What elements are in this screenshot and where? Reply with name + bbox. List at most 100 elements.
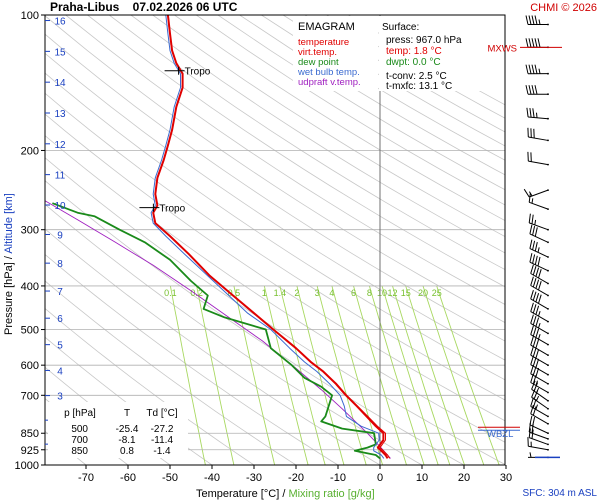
- wind-barb: [530, 364, 549, 385]
- wind-barb-base: [547, 391, 549, 394]
- wind-barb-staff: [530, 322, 549, 334]
- wind-barb-half-feather: [536, 112, 538, 118]
- wind-barb-half-feather: [531, 198, 534, 204]
- wind-barb-feather: [535, 293, 540, 303]
- wind-barb-feather: [532, 266, 537, 276]
- surface-dwpt: dwpt: 0.0 °C: [386, 57, 441, 68]
- mixing-ratio-label: 0.1: [164, 288, 177, 298]
- wind-barb-base: [547, 72, 549, 75]
- mixing-ratio-label: 6: [351, 288, 356, 298]
- wind-barb-feather: [528, 213, 531, 223]
- wind-barb-feather: [532, 304, 537, 314]
- wind-barb-feather: [530, 346, 534, 356]
- wind-barb: [530, 314, 549, 335]
- chart-frame: [44, 14, 506, 466]
- wind-barb: [530, 404, 549, 425]
- table-cell: -25.4: [116, 424, 139, 435]
- wind-barb: [530, 264, 549, 285]
- wind-barb: [529, 415, 549, 435]
- wind-barb: [525, 85, 549, 96]
- mxws-label: MXWS: [487, 43, 517, 54]
- wind-barb-base: [547, 208, 549, 211]
- wind-barb-base: [547, 373, 549, 376]
- wind-barb: [530, 302, 549, 323]
- wind-barb-base: [547, 422, 549, 425]
- wind-barb-base: [547, 399, 549, 402]
- wind-barb-feather: [535, 279, 540, 289]
- x-tick-label: -40: [204, 472, 220, 484]
- table-header-t: T: [124, 408, 130, 419]
- wind-barb-feather: [534, 241, 538, 252]
- wind-barb-base: [547, 354, 549, 356]
- svg-text:Pressure [hPa] / Altitude [km]: Pressure [hPa] / Altitude [km]: [3, 193, 15, 335]
- wind-barb-half-feather: [535, 380, 538, 386]
- wind-barb-staff: [529, 437, 549, 445]
- wind-barb-feather: [534, 227, 538, 237]
- wind-barb-staff: [530, 285, 549, 296]
- wind-barb-feather: [531, 214, 534, 224]
- legend-item-label: temperature: [298, 37, 349, 48]
- wind-barb-feather: [530, 404, 534, 414]
- wind-barb-staff: [530, 373, 549, 385]
- wind-barb-staff: [529, 424, 549, 434]
- mixing-ratio-label: 1.4: [274, 288, 287, 298]
- wind-barb-feather: [530, 325, 534, 335]
- altitude-tick-label: 11: [55, 171, 66, 182]
- wind-barb-base: [547, 256, 549, 258]
- surface-temp: temp: 1.8 °C: [386, 46, 442, 57]
- wind-barb-feather: [531, 64, 535, 74]
- mixing-ratio-label: 0.2: [190, 288, 203, 298]
- dry-adiabat-line: [195, 15, 505, 206]
- wind-barb: [525, 64, 549, 75]
- wbzl-label: WBZL: [487, 429, 513, 440]
- wind-barb-base: [547, 382, 549, 385]
- wind-barb-feather: [531, 85, 535, 95]
- wind-barb: [526, 107, 549, 120]
- wind-barb-staff: [531, 396, 549, 410]
- wind-barb-feather: [532, 240, 536, 250]
- wind-barb: [529, 253, 549, 272]
- wind-barb-base: [547, 282, 549, 285]
- wind-barb-base: [547, 228, 549, 231]
- wind-barb-feather: [530, 397, 534, 407]
- wind-barb-feather: [531, 38, 535, 48]
- wind-barb-feather: [532, 225, 536, 236]
- table-header-p: p [hPa]: [64, 408, 96, 419]
- wind-barb-base: [547, 364, 549, 367]
- x-tick-label: 10: [416, 472, 428, 484]
- wind-barb-staff: [530, 354, 549, 366]
- wind-barb-staff: [530, 364, 549, 376]
- wind-barb-feather: [534, 15, 538, 25]
- mixing-ratio-label: 1: [262, 288, 267, 298]
- wind-barb-half-feather: [536, 387, 540, 394]
- mixing-ratio-axis-title: Mixing ratio [g/kg]: [288, 488, 374, 500]
- wind-barb-staff: [529, 189, 549, 198]
- wind-barb-feather: [532, 416, 536, 427]
- wind-barb-feather: [538, 269, 542, 279]
- wind-barb-feather: [528, 193, 531, 203]
- x-axis-separator: /: [279, 488, 288, 500]
- surface-press: press: 967.0 hPa: [386, 35, 462, 46]
- wind-barb-feather: [528, 85, 532, 95]
- wind-barb: [530, 290, 549, 310]
- y-tick-label: 200: [21, 145, 39, 157]
- series-temperature-line: [152, 15, 389, 459]
- wind-barb: [530, 325, 549, 346]
- wind-barb-staff: [529, 222, 549, 231]
- x-tick-label: -10: [330, 472, 346, 484]
- wind-barb: [529, 239, 549, 258]
- wind-barb-half-feather: [538, 334, 541, 340]
- station-date-title: Praha-Libus 07.02.2026 06 UTC: [50, 0, 238, 14]
- wind-barb-half-feather: [538, 68, 541, 74]
- altitude-tick-label: 3: [57, 392, 63, 403]
- mixing-ratio-label: 15: [401, 288, 411, 298]
- wind-barb-feather: [535, 328, 540, 338]
- y-tick-label: 700: [21, 390, 39, 402]
- wind-barb-half-feather: [538, 322, 541, 329]
- wind-barb-base: [547, 117, 549, 120]
- altitude-tick-label: 10: [54, 201, 66, 212]
- wind-barb-staff: [528, 445, 549, 451]
- x-tick-label: 30: [500, 472, 512, 484]
- dry-adiabat-line: [174, 15, 505, 222]
- dry-adiabat-line: [45, 72, 505, 381]
